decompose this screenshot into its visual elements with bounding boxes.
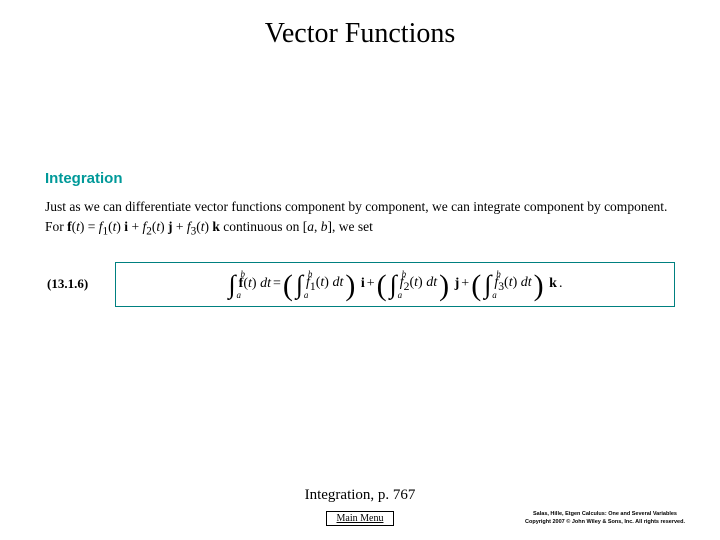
integral-icon: ∫ b a [484,273,491,296]
integral-icon: ∫ b a [390,273,397,296]
integral-icon: ∫ b a [296,273,303,296]
equation-number: (13.1.6) [45,276,115,292]
inline-formula: f(t) = f1(t) i + f2(t) j + f3(t) k [67,219,220,234]
equation: ∫ b a f(t) dt = ( ∫ b a f1(t) dt ) i + ( [228,273,563,296]
body-paragraph: Just as we can differentiate vector func… [45,197,675,240]
credits-block: Salas, Hille, Etgen Calculus: One and Se… [510,511,700,526]
period: . [559,276,563,292]
equals: = [273,276,281,292]
unit-vector-j: j [455,276,460,291]
credits-line-2: Copyright 2007 © John Wiley & Sons, Inc.… [510,519,700,526]
plus: + [461,276,469,292]
interval: [a, b] [303,219,332,234]
slide-caption: Integration, p. 767 [0,487,720,504]
unit-vector-k: k [549,276,557,291]
int-lower: a [237,290,242,300]
integral-icon: ∫ b a [229,273,236,296]
page-title: Vector Functions [0,0,720,50]
plus: + [367,276,375,292]
body-text-2: continuous on [220,219,303,234]
equation-row: (13.1.6) ∫ b a f(t) dt = ( ∫ b a f1(t) d… [45,262,675,307]
equation-box: ∫ b a f(t) dt = ( ∫ b a f1(t) dt ) i + ( [115,262,675,307]
unit-vector-i: i [361,276,365,291]
section-heading: Integration [45,170,675,187]
main-menu-button[interactable]: Main Menu [326,511,395,526]
body-text-3: , we set [332,219,373,234]
int-upper: b [241,269,246,279]
credits-line-1: Salas, Hille, Etgen Calculus: One and Se… [510,511,700,518]
content-region: Integration Just as we can differentiate… [45,170,675,307]
